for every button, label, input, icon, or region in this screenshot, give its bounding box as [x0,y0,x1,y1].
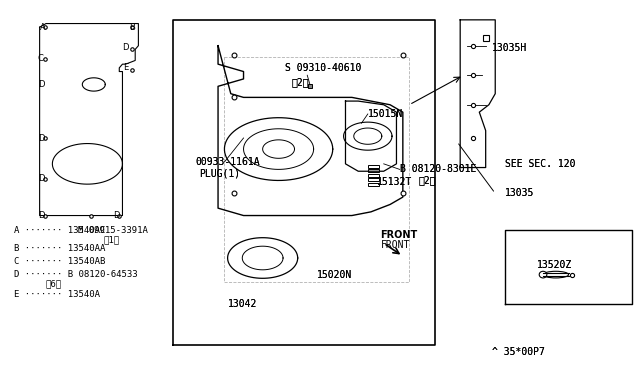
Text: C ······· 13540AB: C ······· 13540AB [14,257,106,266]
Text: 13035: 13035 [505,188,534,198]
Text: （2）: （2） [419,176,436,186]
Text: A ······· 13540AC: A ······· 13540AC [14,226,106,235]
Text: E: E [123,63,128,72]
Text: B 08120-8301E: B 08120-8301E [399,164,476,174]
Text: 15020N: 15020N [317,270,352,280]
Text: D: D [122,43,129,52]
Text: FRONT: FRONT [381,230,418,240]
Text: PLUG(1): PLUG(1) [199,168,240,178]
Text: 13520Z: 13520Z [537,260,572,270]
Text: 15132T: 15132T [378,177,413,187]
Text: 13035H: 13035H [492,42,527,52]
Text: D ······· B 08120-64533: D ······· B 08120-64533 [14,270,138,279]
Bar [368,169,380,172]
Text: 13035: 13035 [505,188,534,198]
Bar [368,164,380,167]
Text: （1）: （1） [103,235,120,244]
Text: A: A [40,23,45,32]
Text: D: D [38,211,44,220]
Text: S 09310-40610: S 09310-40610 [285,63,362,73]
Text: ^ 35*00P7: ^ 35*00P7 [492,347,545,357]
Text: SEE SEC. 120: SEE SEC. 120 [505,159,575,169]
Text: 15020N: 15020N [317,270,352,280]
Text: （6）: （6） [46,279,62,288]
Text: PLUG(1): PLUG(1) [199,168,240,178]
Text: D: D [38,134,44,142]
Bar [368,179,380,182]
Ellipse shape [543,271,568,278]
Text: B 08120-8301E: B 08120-8301E [399,164,476,174]
Bar [368,183,380,186]
Text: SEE SEC. 120: SEE SEC. 120 [505,159,575,169]
Text: 00933-1161A: 00933-1161A [196,157,260,167]
Text: ^ 35*00P7: ^ 35*00P7 [492,347,545,357]
Text: E ······· 13540A: E ······· 13540A [14,291,100,299]
Text: 00933-1161A: 00933-1161A [196,157,260,167]
Text: C: C [38,54,44,63]
Text: 15132T: 15132T [378,177,413,187]
Text: （2）: （2） [291,78,309,88]
Text: 13042: 13042 [228,299,257,309]
Text: B ······· 13540AA: B ······· 13540AA [14,244,106,253]
Text: 13035H: 13035H [492,42,527,52]
Text: 13042: 13042 [228,299,257,309]
Text: （2）: （2） [291,78,309,88]
Text: FRONT: FRONT [381,240,410,250]
Text: M 09915-3391A: M 09915-3391A [78,226,148,235]
Text: D: D [113,211,119,220]
Text: D: D [38,80,44,89]
Text: D: D [38,174,44,183]
Ellipse shape [540,271,547,278]
Text: 15015N: 15015N [368,109,403,119]
Text: 15015N: 15015N [368,109,403,119]
Text: S 09310-40610: S 09310-40610 [285,63,362,73]
Bar [368,174,380,177]
Text: （2）: （2） [419,176,436,186]
Text: 13520Z: 13520Z [537,260,572,270]
Text: B: B [129,23,135,32]
